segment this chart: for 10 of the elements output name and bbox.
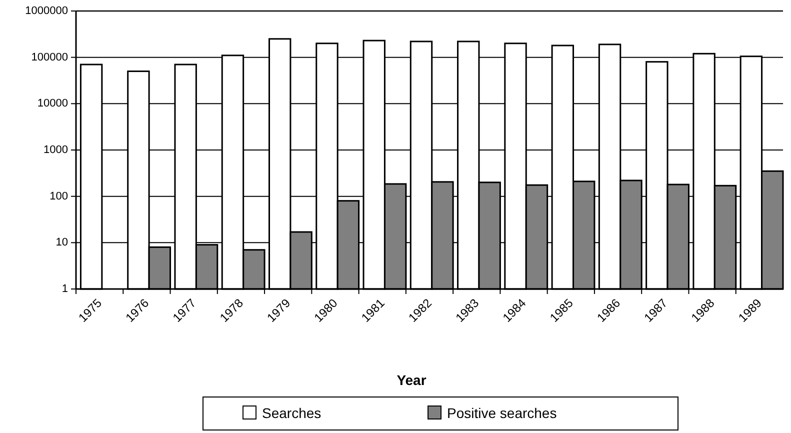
y-tick-label: 100000 [31, 51, 68, 64]
x-axis-title: Year [396, 372, 427, 388]
y-tick-label: 100 [50, 190, 68, 202]
y-tick-label: 1 [62, 283, 68, 295]
y-tick-label: 1000000 [25, 5, 68, 17]
legend-label: Searches [262, 405, 322, 421]
y-tick-label: 10000 [37, 98, 68, 110]
y-tick-label: 10 [56, 236, 68, 249]
legend-label: Positive searches [447, 405, 557, 421]
y-tick-label: 1000 [44, 144, 68, 156]
